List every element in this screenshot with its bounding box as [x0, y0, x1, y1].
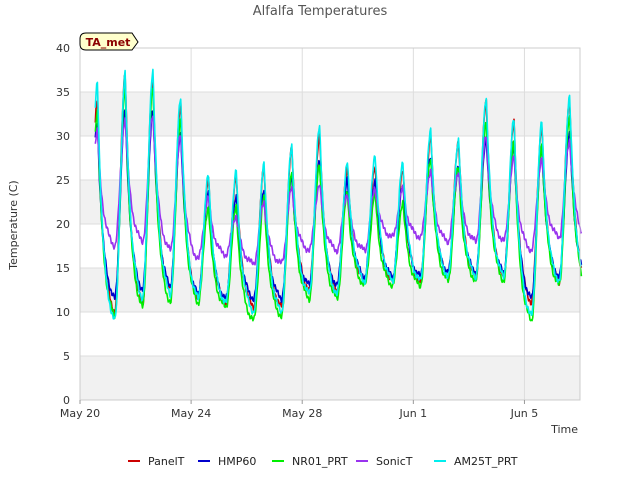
met-badge: TA_met [79, 32, 139, 51]
x-tick-label: Jun 1 [398, 407, 427, 420]
y-tick-label: 35 [56, 86, 70, 99]
grid-band [80, 312, 580, 356]
grid-band [80, 180, 580, 224]
y-tick-label: 5 [63, 350, 70, 363]
y-axis-label: Temperature (C) [7, 180, 20, 270]
badge-shape [79, 32, 139, 51]
y-tick-label: 0 [63, 394, 70, 407]
y-tick-label: 40 [56, 42, 70, 55]
series-lines [94, 68, 583, 322]
legend-label: SonicT [376, 455, 413, 468]
legend-label: NR01_PRT [292, 455, 348, 468]
plot-border [79, 47, 581, 401]
x-axis-label: Time [550, 423, 578, 436]
grid-band [80, 48, 580, 92]
grid-band [80, 136, 580, 180]
x-tick-label: Jun 5 [510, 407, 539, 420]
x-tick-label: May 28 [282, 407, 322, 420]
legend-label: HMP60 [218, 455, 256, 468]
legend-label: PanelT [148, 455, 185, 468]
legend-label: AM25T_PRT [454, 455, 518, 468]
y-axis: 0 5 10 15 20 25 30 35 40 [56, 42, 70, 407]
x-axis: May 20 May 24 May 28 Jun 1 Jun 5 [60, 400, 538, 420]
badge-label: TA_met [86, 36, 131, 49]
y-tick-label: 10 [56, 306, 70, 319]
legend: PanelT HMP60 NR01_PRT SonicT AM25T_PRT [128, 455, 518, 468]
y-tick-label: 25 [56, 174, 70, 187]
y-tick-label: 15 [56, 262, 70, 275]
x-tick-label: May 20 [60, 407, 100, 420]
plot-background [80, 48, 580, 400]
y-tick-label: 30 [56, 130, 70, 143]
grid-band [80, 92, 580, 136]
x-tick-label: May 24 [171, 407, 211, 420]
series-line-am25t-prt [94, 68, 582, 320]
chart-title: Alfalfa Temperatures [253, 4, 388, 19]
y-tick-label: 20 [56, 218, 70, 231]
grid-band [80, 356, 580, 400]
